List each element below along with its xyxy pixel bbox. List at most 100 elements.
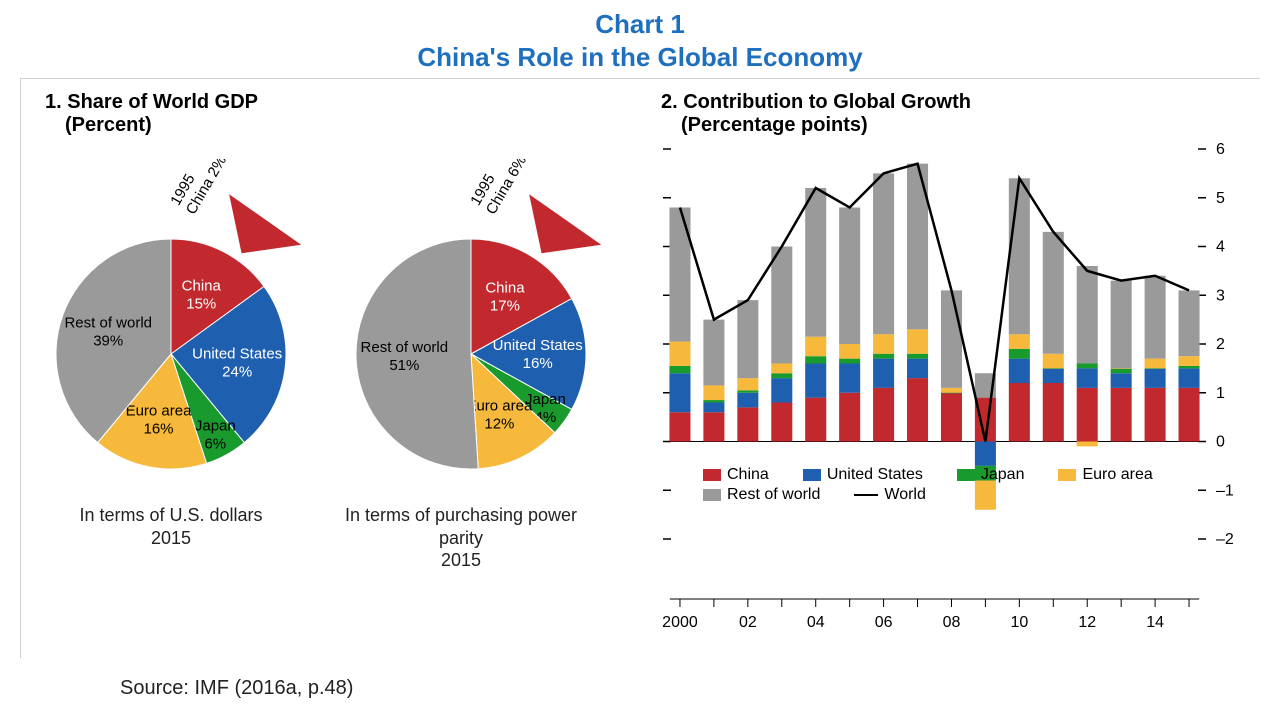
bar-segment	[1145, 368, 1166, 369]
bar-segment	[703, 412, 724, 441]
bar-segment	[669, 373, 690, 412]
bar-segment	[1145, 368, 1166, 388]
bar-segment	[737, 393, 758, 408]
y-tick-label: 2	[1216, 336, 1225, 353]
bar-segment	[1179, 388, 1200, 442]
bar-segment	[1179, 290, 1200, 356]
x-tick-label: 06	[875, 614, 893, 631]
bar-segment	[873, 388, 894, 442]
bar-segment	[1077, 368, 1098, 388]
bar-segment	[1111, 388, 1132, 442]
bar-segment	[805, 364, 826, 398]
bar-segment	[1145, 359, 1166, 369]
bar-segment	[839, 359, 860, 364]
bar-segment	[1009, 359, 1030, 383]
title-line-2: China's Role in the Global Economy	[0, 41, 1280, 74]
panel1-heading-l1: 1. Share of World GDP	[45, 91, 258, 114]
legend-label: Rest of world	[727, 486, 820, 504]
bar-segment	[771, 364, 792, 374]
bar-segment	[873, 359, 894, 388]
bar-segment	[1009, 349, 1030, 359]
bar-segment	[805, 337, 826, 357]
pie1-caption: In terms of U.S. dollars 2015	[41, 504, 301, 549]
bar-segment	[737, 407, 758, 441]
slice-pct: 51%	[389, 357, 419, 374]
bar-segment	[1009, 334, 1030, 349]
bar-segment	[1145, 276, 1166, 359]
bar-segment	[1111, 368, 1132, 373]
bar-segment	[737, 390, 758, 392]
panel2-heading-l2: (Percentage points)	[681, 114, 971, 137]
x-tick-label: 04	[807, 614, 825, 631]
y-tick-label: –2	[1216, 531, 1234, 548]
bar-segment	[1145, 388, 1166, 442]
bar-segment	[839, 393, 860, 442]
bar-segment	[1009, 383, 1030, 442]
slice-pct: 16%	[143, 421, 173, 438]
barchart-svg: –2–10123456200002040608101214ChinaUnited…	[641, 139, 1256, 649]
bar-segment	[941, 393, 962, 394]
panel2-heading: 2. Contribution to Global Growth (Percen…	[661, 91, 971, 137]
bar-segment	[907, 354, 928, 359]
x-tick-label: 10	[1010, 614, 1028, 631]
pie1-caption-l2: 2015	[41, 527, 301, 550]
source-text: Source: IMF (2016a, p.48)	[120, 677, 353, 700]
bar-segment	[1043, 368, 1064, 369]
slice-pct: 17%	[490, 298, 520, 315]
callout-wedge	[529, 194, 601, 253]
slice-label: Rest of world	[64, 314, 152, 331]
legend-item: World	[854, 486, 926, 504]
y-tick-label: –1	[1216, 482, 1234, 499]
legend-swatch	[1058, 469, 1076, 481]
legend-item: China	[703, 466, 769, 484]
y-tick-label: 3	[1216, 287, 1225, 304]
bar-segment	[1077, 266, 1098, 364]
y-tick-label: 5	[1216, 190, 1225, 207]
bar-segment	[941, 393, 962, 442]
bar-segment	[839, 208, 860, 345]
bar-segment	[771, 378, 792, 402]
bar-segment	[703, 385, 724, 400]
panel1-heading: 1. Share of World GDP (Percent)	[45, 91, 258, 137]
bar-segment	[839, 364, 860, 393]
slice-label: Euro area	[466, 397, 533, 414]
pie2-svg: China17%United States16%Japan4%Euro area…	[331, 159, 611, 499]
bar-segment	[873, 354, 894, 359]
panel1-heading-l2: (Percent)	[65, 114, 258, 137]
bar-segment	[669, 342, 690, 366]
legend-item: Euro area	[1058, 466, 1152, 484]
bar-segment	[873, 173, 894, 334]
bar-segment	[805, 188, 826, 337]
x-tick-label: 2000	[662, 614, 698, 631]
bar-segment	[805, 398, 826, 442]
pie1-svg: China15%United States24%Japan6%Euro area…	[41, 159, 301, 499]
legend: China United States Japan Euro area Rest of …	[703, 466, 1186, 504]
callout-label-group: 1995China 6%	[467, 159, 530, 218]
pie-chart-ppp: China17%United States16%Japan4%Euro area…	[331, 159, 591, 572]
slice-label: China	[182, 278, 222, 295]
legend-item: United States	[803, 466, 923, 484]
bar-segment	[1179, 368, 1200, 388]
bar-segment	[1111, 373, 1132, 388]
bar-segment	[1111, 281, 1132, 369]
bar-segment	[1043, 383, 1064, 442]
x-tick-label: 02	[739, 614, 757, 631]
x-tick-label: 12	[1078, 614, 1096, 631]
bar-segment	[1043, 368, 1064, 383]
slice-pct: 16%	[523, 355, 553, 372]
bar-chart-growth: –2–10123456200002040608101214ChinaUnited…	[641, 139, 1256, 649]
bar-segment	[907, 329, 928, 353]
slice-pct: 15%	[186, 296, 216, 313]
slice-label: China	[485, 280, 525, 297]
slice-label: United States	[192, 345, 282, 362]
bar-segment	[805, 356, 826, 363]
bar-segment	[703, 403, 724, 413]
legend-item: Rest of world	[703, 486, 820, 504]
y-tick-label: 6	[1216, 141, 1225, 158]
legend-item: Japan	[957, 466, 1025, 484]
slice-pct: 39%	[93, 332, 123, 349]
bar-segment	[907, 378, 928, 441]
bar-segment	[737, 378, 758, 390]
callout-label-group: 1995China 2%	[167, 159, 230, 218]
legend-line-icon	[854, 494, 878, 496]
